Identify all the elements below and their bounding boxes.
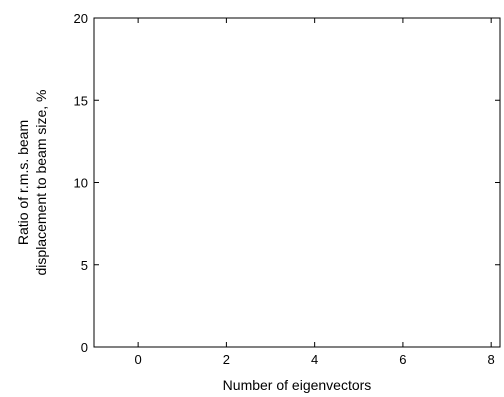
x-tick-label: 4 xyxy=(311,352,318,367)
x-tick-label: 0 xyxy=(135,352,142,367)
y-axis-label-line-1: Ratio of r.m.s. beam xyxy=(15,120,31,245)
y-axis-label-line-2: displacement to beam size, % xyxy=(33,90,49,276)
x-axis-label: Number of eigenvectors xyxy=(223,377,372,393)
y-tick-label: 20 xyxy=(74,11,88,26)
x-tick-label: 8 xyxy=(488,352,495,367)
plot-frame xyxy=(93,17,501,348)
axes xyxy=(93,17,501,348)
x-tick-label: 6 xyxy=(399,352,406,367)
tick-labels: 0 2 4 6 8 0 5 10 15 20 xyxy=(74,11,495,367)
y-tick-label: 15 xyxy=(74,93,88,108)
y-tick-label: 0 xyxy=(81,340,88,355)
y-tick-label: 10 xyxy=(74,176,88,191)
x-tick-label: 2 xyxy=(223,352,230,367)
y-tick-label: 5 xyxy=(81,258,88,273)
